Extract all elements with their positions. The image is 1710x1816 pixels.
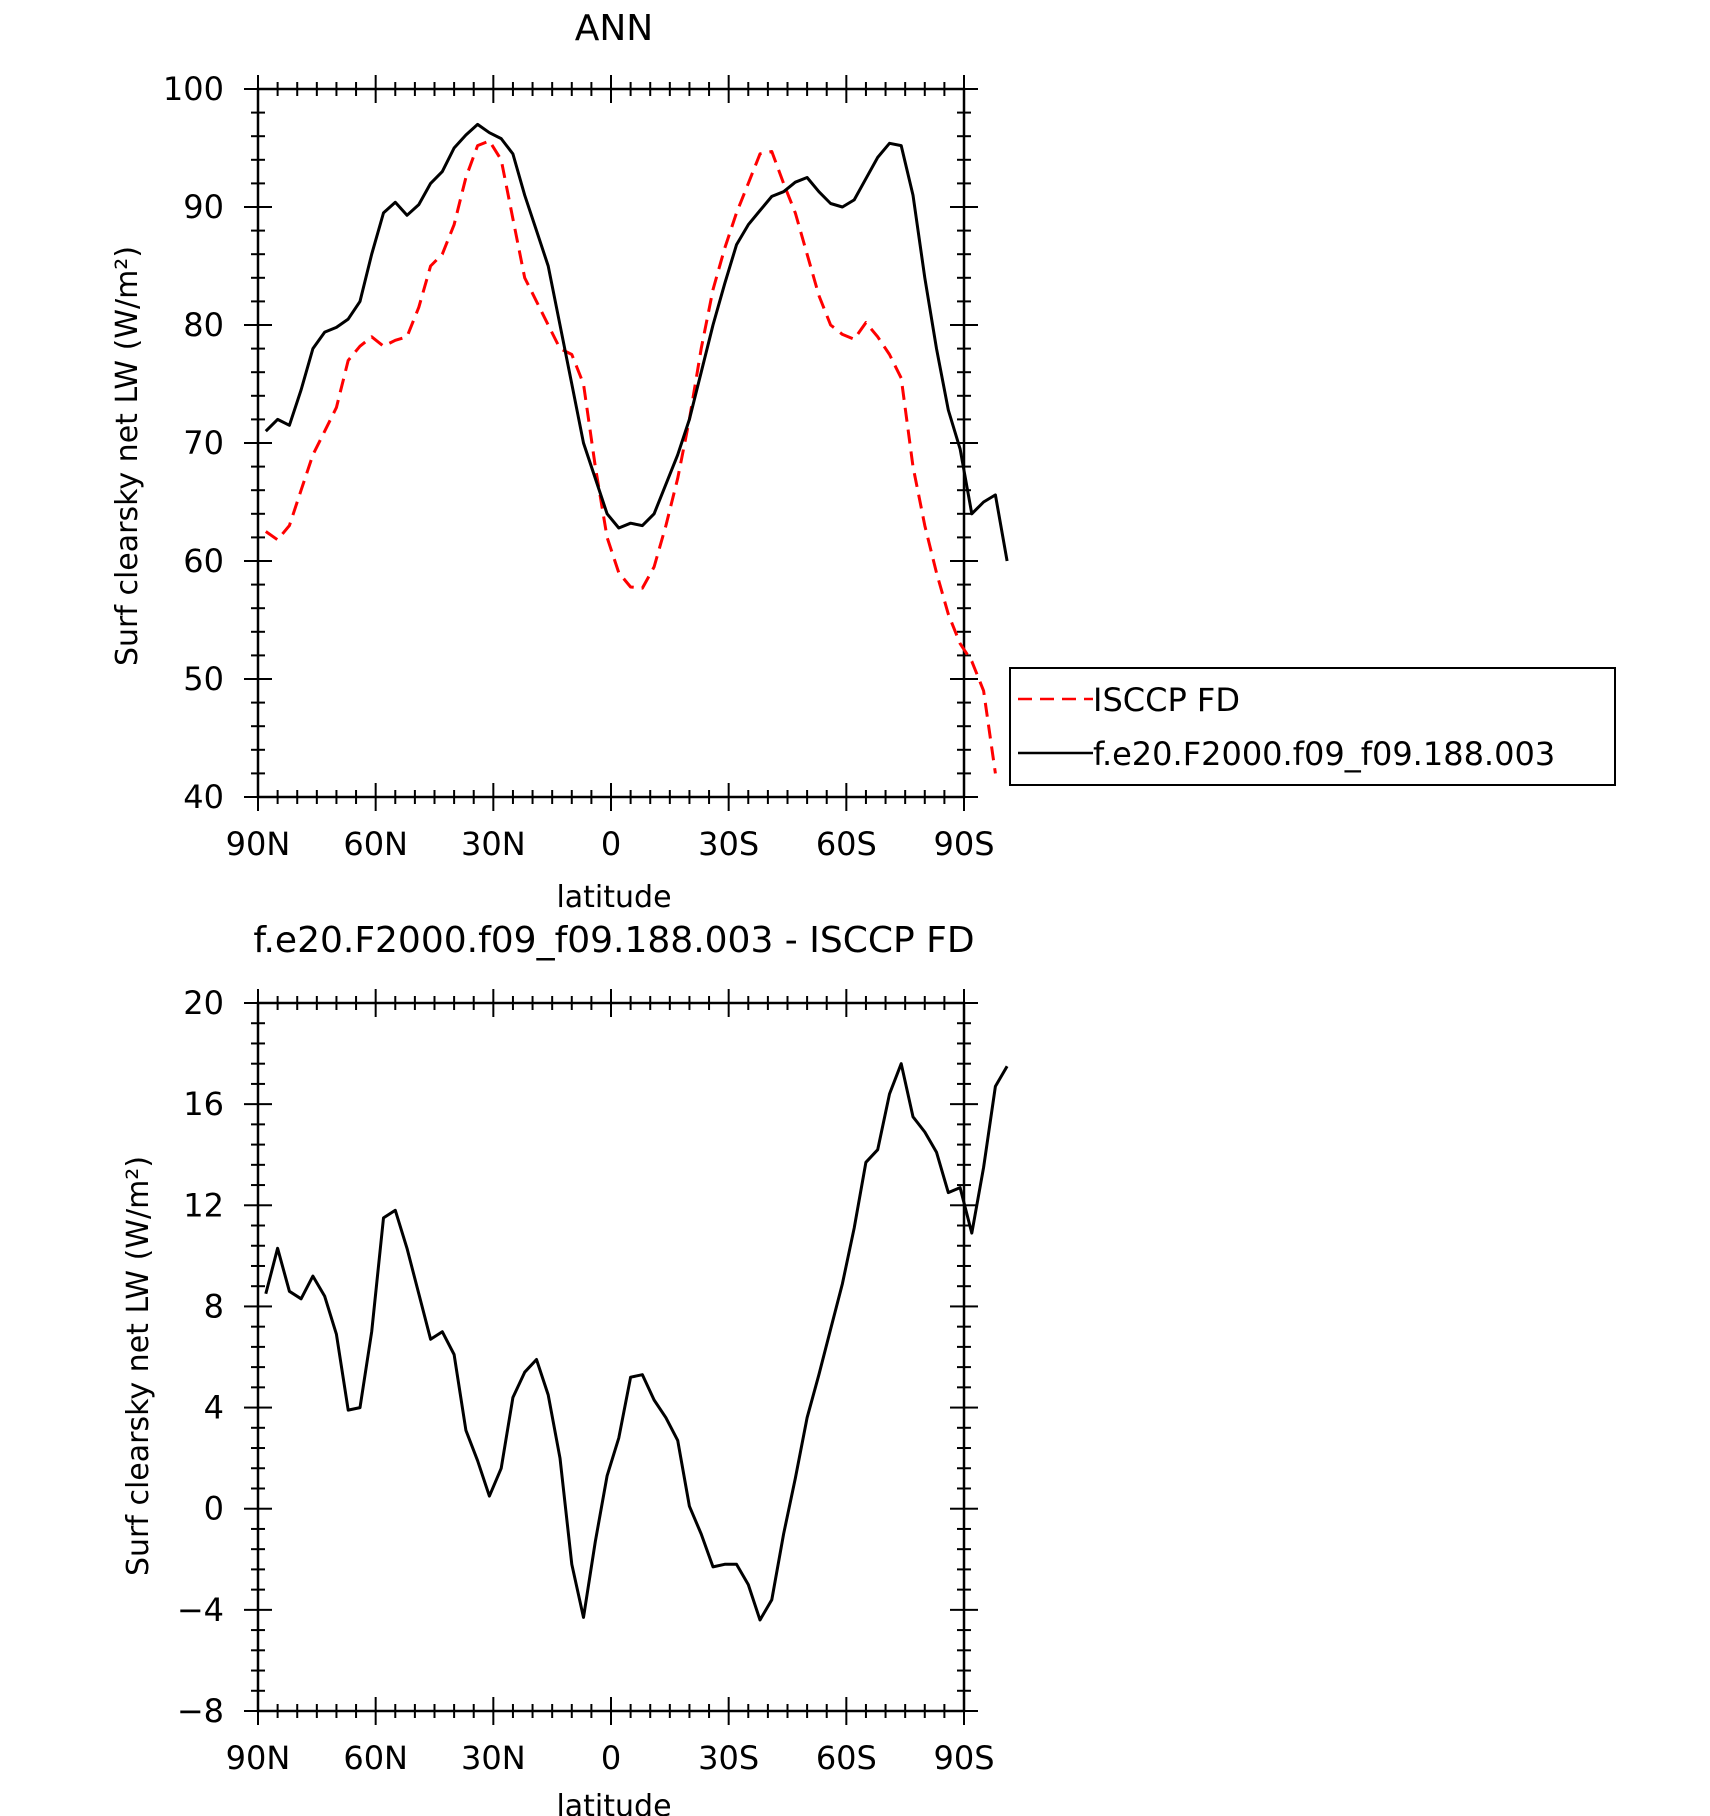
plot-frame <box>256 1001 966 1713</box>
y-tick-label: 80 <box>183 306 224 344</box>
y-tick-label: 50 <box>183 660 224 698</box>
y-axis-label: Surf clearsky net LW (W/m²) <box>110 246 145 666</box>
x-tick-label: 60S <box>816 825 877 863</box>
y-tick-label: 90 <box>183 188 224 226</box>
chart-title: ANN <box>575 8 654 49</box>
legend-box <box>1009 667 1616 786</box>
x-tick-label: 90N <box>226 1739 291 1777</box>
x-tick-label: 60N <box>343 825 408 863</box>
y-tick-label: −8 <box>177 1692 224 1730</box>
bottom-panel: f.e20.F2000.f09_f09.188.003 - ISCCP FD S… <box>121 920 1009 1816</box>
legend: ISCCP FD f.e20.F2000.f09_f09.188.003 <box>1009 667 1616 786</box>
legend-label-model: f.e20.F2000.f09_f09.188.003 <box>1093 735 1555 773</box>
y-tick-label: 70 <box>183 424 224 462</box>
x-tick-label: 30S <box>698 825 759 863</box>
x-tick-label: 0 <box>601 1739 621 1777</box>
series-line-isccp-fd <box>264 139 997 774</box>
y-tick-label: 60 <box>183 542 224 580</box>
y-tick-label: 100 <box>163 70 224 108</box>
y-tick-label: 4 <box>204 1389 224 1427</box>
chart-title: f.e20.F2000.f09_f09.188.003 - ISCCP FD <box>253 920 974 961</box>
x-tick-label: 30N <box>461 825 526 863</box>
x-tick-label: 30S <box>698 1739 759 1777</box>
x-tick-label: 0 <box>601 825 621 863</box>
series-line-difference <box>264 1062 1009 1622</box>
y-axis-label: Surf clearsky net LW (W/m²) <box>121 1156 156 1576</box>
y-tick-label: 40 <box>183 778 224 816</box>
x-axis-label: latitude <box>556 1789 671 1816</box>
y-tick-label: 20 <box>183 984 224 1022</box>
x-axis-label: latitude <box>556 880 671 915</box>
legend-label-isccp: ISCCP FD <box>1093 681 1240 719</box>
y-tick-label: 16 <box>183 1085 224 1123</box>
y-tick-label: 0 <box>204 1490 224 1528</box>
x-tick-label: 60N <box>343 1739 408 1777</box>
series-line-f-e20-f2000-f09-f09-188-003 <box>264 122 1009 562</box>
x-tick-label: 30N <box>461 1739 526 1777</box>
y-tick-label: 8 <box>204 1287 224 1325</box>
y-tick-label: −4 <box>177 1591 224 1629</box>
x-tick-label: 90S <box>933 825 994 863</box>
x-tick-label: 90N <box>226 825 291 863</box>
x-tick-label: 60S <box>816 1739 877 1777</box>
y-tick-label: 12 <box>183 1186 224 1224</box>
x-tick-label: 90S <box>933 1739 994 1777</box>
top-panel: ANN Surf clearsky net LW (W/m²) latitude… <box>110 8 1009 915</box>
